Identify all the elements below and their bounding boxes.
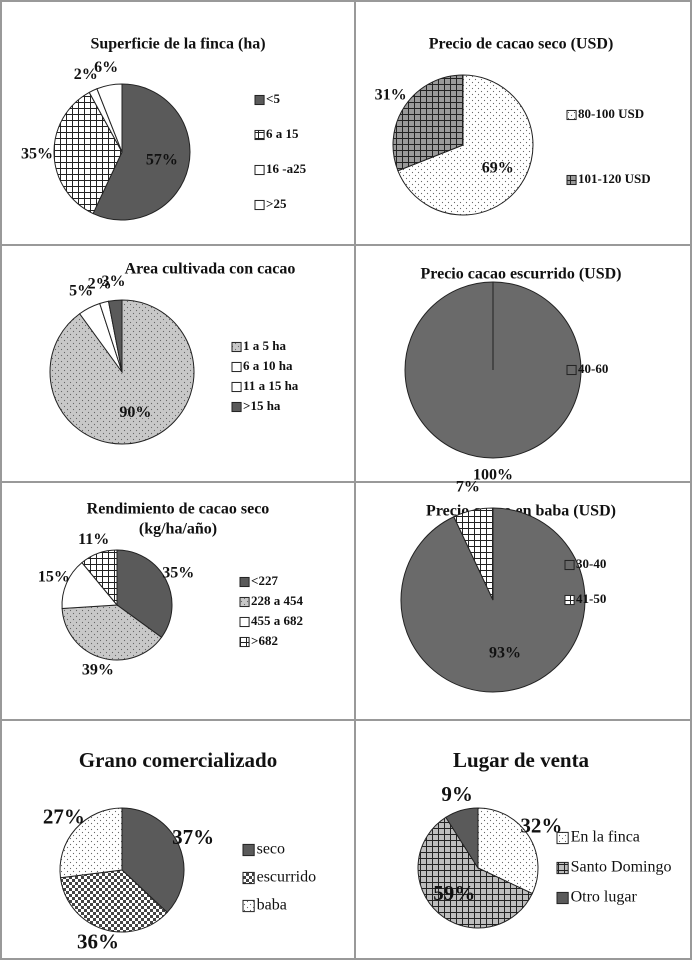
data-label: 36% — [77, 930, 119, 954]
legend-swatch — [231, 381, 242, 393]
legend-label: escurrido — [257, 869, 317, 886]
chart-title: Lugar de venta — [453, 748, 590, 772]
pie-slice — [445, 807, 479, 870]
legend-label: baba — [257, 897, 287, 914]
legend-label: En la finca — [571, 829, 640, 846]
data-label: 7% — [456, 478, 480, 495]
legend-label: Otro lugar — [571, 889, 638, 906]
legend-label: 228 a 454 — [251, 593, 303, 608]
legend-swatch — [564, 559, 575, 571]
pie-slice — [392, 74, 464, 172]
pie-slice — [477, 807, 539, 895]
legend-swatch — [556, 891, 569, 905]
legend-label: >25 — [266, 196, 287, 211]
legend-swatch — [239, 576, 250, 588]
legend-label: 455 a 682 — [251, 613, 303, 628]
chart-title: Superficie de la finca (ha) — [90, 36, 265, 53]
legend-label: 1 a 5 ha — [243, 338, 286, 353]
chart-title: Precio cacao escurrido (USD) — [421, 266, 622, 283]
legend-label: 80-100 USD — [578, 106, 644, 121]
pie-slice — [81, 549, 118, 607]
legend-swatch — [242, 899, 255, 913]
legend-label: 30-40 — [576, 556, 606, 571]
data-label: 35% — [21, 145, 53, 162]
legend-swatch — [242, 871, 255, 885]
legend-swatch — [239, 596, 250, 608]
pie-slice — [417, 816, 533, 929]
data-label: 57% — [146, 152, 178, 169]
pie-slice — [400, 507, 586, 693]
legend-swatch — [239, 636, 250, 648]
legend-swatch — [239, 616, 250, 628]
pie-slice — [121, 807, 185, 914]
data-label: 100% — [473, 466, 513, 483]
legend-swatch — [254, 129, 265, 141]
legend-swatch — [566, 364, 577, 376]
data-label: 15% — [38, 568, 70, 585]
data-label: 27% — [43, 805, 85, 829]
data-label: 35% — [162, 564, 194, 581]
legend-label: 101-120 USD — [578, 171, 651, 186]
data-label: 9% — [441, 782, 473, 806]
chart-title: (kg/ha/año) — [139, 521, 217, 538]
legend-swatch — [556, 861, 569, 875]
data-label: 31% — [375, 86, 407, 103]
legend-label: <227 — [251, 573, 278, 588]
pie-slice — [397, 74, 534, 216]
legend-label: 6 a 15 — [266, 126, 299, 141]
chart-title: Rendimiento de cacao seco — [87, 501, 270, 518]
data-label: 2% — [88, 275, 112, 292]
legend-swatch — [242, 843, 255, 857]
legend-label: Santo Domingo — [571, 859, 672, 876]
legend-swatch — [231, 401, 242, 413]
legend-swatch — [254, 164, 265, 176]
legend-swatch — [566, 174, 577, 186]
pie-slice — [61, 561, 119, 609]
data-label: 3% — [102, 273, 126, 290]
legend-label: 11 a 15 ha — [243, 378, 299, 393]
pie-slice — [92, 83, 191, 221]
legend-label: 40-60 — [578, 361, 608, 376]
chart-title: Grano comercializado — [79, 748, 278, 772]
pie-slice — [107, 299, 123, 373]
data-label: 39% — [82, 662, 114, 679]
data-label: 5% — [69, 282, 93, 299]
pie-slice — [453, 507, 494, 601]
data-label: 2% — [74, 66, 98, 83]
legend-swatch — [231, 361, 242, 373]
data-label: 6% — [94, 59, 118, 76]
legend-swatch — [254, 199, 265, 211]
legend-swatch — [564, 594, 575, 606]
data-label: 37% — [172, 825, 214, 849]
pie-slice — [116, 549, 173, 639]
chart-title: Area cultivada con cacao — [125, 261, 296, 278]
data-label: 11% — [78, 531, 109, 548]
legend-swatch — [556, 831, 569, 845]
legend-label: >15 ha — [243, 398, 281, 413]
chart-title: Precio de cacao seco (USD) — [429, 36, 614, 53]
pie-slice — [61, 604, 163, 661]
pie-slice — [53, 91, 123, 215]
legend-label: 41-50 — [576, 591, 606, 606]
legend-label: <5 — [266, 91, 280, 106]
pie-slice — [59, 807, 123, 879]
data-label: 32% — [520, 814, 562, 838]
pie-slice — [96, 83, 123, 153]
data-label: 90% — [119, 404, 151, 421]
data-label: 69% — [482, 159, 514, 176]
legend-swatch — [254, 94, 265, 106]
legend-label: 16 -a25 — [266, 161, 307, 176]
legend-label: 6 a 10 ha — [243, 358, 293, 373]
legend-label: >682 — [251, 633, 278, 648]
legend-swatch — [566, 109, 577, 121]
legend-swatch — [231, 341, 242, 353]
legend-label: seco — [257, 841, 285, 858]
data-label: 93% — [489, 645, 521, 662]
pie-slice — [59, 869, 168, 933]
data-label: 59% — [433, 881, 475, 905]
